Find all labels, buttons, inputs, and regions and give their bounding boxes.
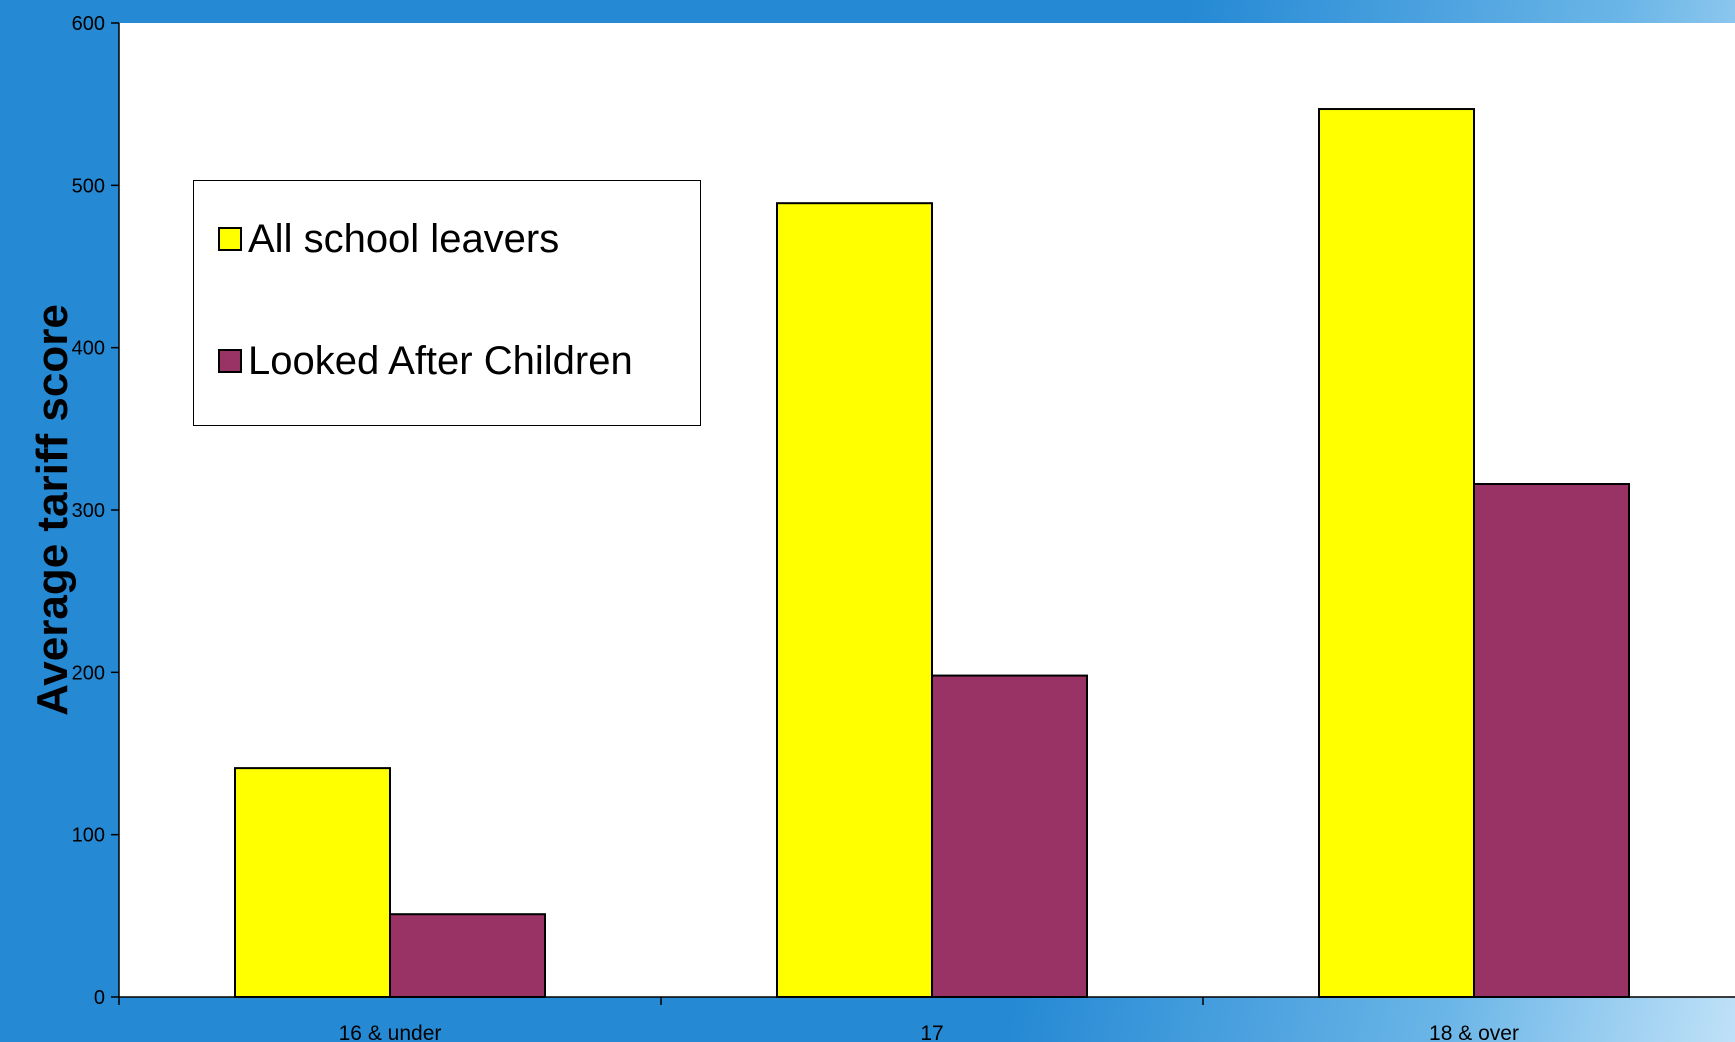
y-axis-title: Average tariff score	[28, 304, 77, 716]
y-tick-label: 400	[72, 338, 105, 360]
bar-looked-after-children-1	[931, 674, 1088, 999]
y-tick-label: 100	[72, 825, 105, 847]
legend-swatch-looked-after-children	[218, 349, 242, 373]
y-tick-label: 0	[94, 987, 105, 1009]
x-tick-label: 16 & under	[339, 1022, 442, 1042]
legend-item-looked-after-children: Looked After Children	[218, 341, 633, 381]
y-tick-label: 600	[72, 13, 105, 35]
bar-all-school-leavers-2	[1318, 108, 1475, 998]
bar-all-school-leavers-0	[234, 767, 391, 998]
x-tick-label: 17	[920, 1022, 943, 1042]
legend-label: All school leavers	[248, 217, 560, 261]
bar-looked-after-children-0	[389, 913, 546, 999]
legend-swatch-all-school-leavers	[218, 227, 242, 251]
y-tick-label: 300	[72, 500, 105, 522]
y-tick-label: 500	[72, 175, 105, 197]
legend: All school leavers Looked After Children	[193, 180, 701, 426]
bar-all-school-leavers-1	[776, 202, 933, 998]
x-tick-label: 18 & over	[1429, 1022, 1519, 1042]
bar-looked-after-children-2	[1473, 483, 1630, 998]
legend-label: Looked After Children	[248, 339, 633, 383]
y-tick-label: 200	[72, 662, 105, 684]
legend-item-all-school-leavers: All school leavers	[218, 219, 559, 259]
